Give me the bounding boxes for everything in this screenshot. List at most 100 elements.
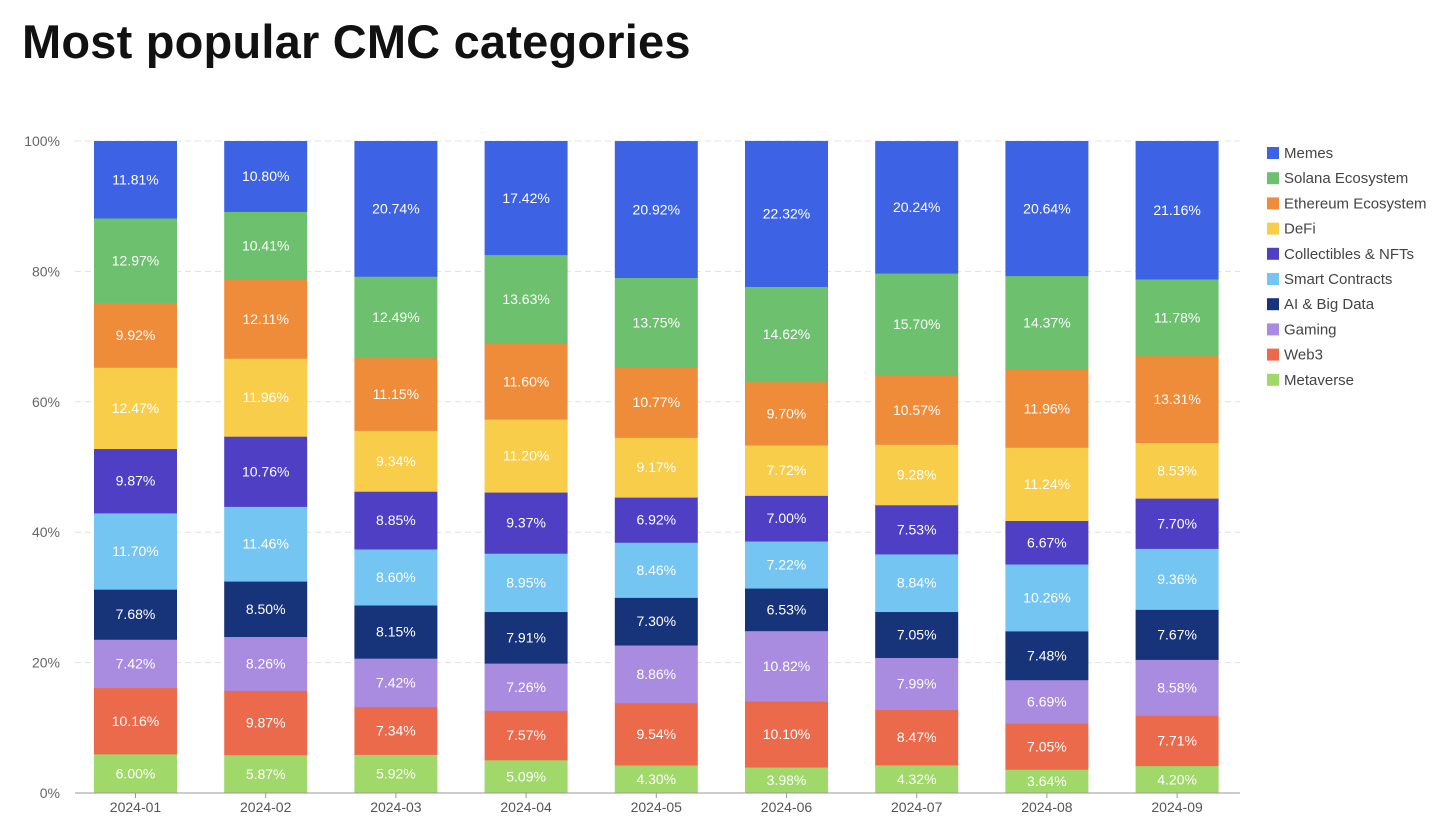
bar-segment[interactable] [94, 218, 177, 304]
bar-segment[interactable] [1005, 679, 1089, 724]
bar-segment[interactable] [1005, 369, 1089, 448]
bar-segment[interactable] [745, 630, 828, 702]
bar-segment[interactable] [1135, 355, 1219, 444]
bar-segment[interactable] [224, 358, 308, 437]
bar-segment[interactable] [484, 254, 568, 344]
bar-segment[interactable] [354, 754, 438, 794]
bar-segment[interactable] [745, 381, 828, 446]
bar-segment[interactable] [745, 445, 828, 496]
bar-segment[interactable] [614, 764, 698, 794]
bar-segment[interactable] [1005, 141, 1089, 277]
bar-segment[interactable] [94, 639, 177, 689]
legend-item[interactable]: Metaverse [1267, 372, 1354, 389]
bar-segment[interactable] [94, 448, 177, 514]
bar-segment[interactable] [484, 663, 568, 711]
bar-segment[interactable] [614, 141, 698, 278]
bar-segment[interactable] [224, 279, 308, 359]
bar-segment[interactable] [94, 141, 177, 219]
bar-segment[interactable] [1005, 723, 1089, 770]
bar-segment[interactable] [875, 504, 959, 555]
bar-segment[interactable] [1135, 278, 1219, 357]
bar-segment[interactable] [1005, 447, 1089, 522]
bar-segment[interactable] [484, 343, 568, 420]
legend-item[interactable]: Collectibles & NFTs [1267, 246, 1414, 263]
bar-segment[interactable] [745, 140, 828, 287]
bar-segment[interactable] [614, 542, 698, 598]
bar-segment[interactable] [94, 367, 177, 450]
bar-segment[interactable] [1135, 659, 1219, 716]
bar-segment[interactable] [745, 588, 828, 632]
bar-segment[interactable] [875, 764, 959, 794]
bar-segment[interactable] [614, 497, 698, 543]
bar-segment[interactable] [614, 367, 698, 438]
bar-segment[interactable] [1135, 498, 1219, 549]
bar-segment[interactable] [224, 436, 308, 507]
bar-segment[interactable] [875, 709, 959, 766]
bar-segment[interactable] [354, 605, 438, 659]
bar-segment[interactable] [224, 141, 308, 212]
bar-segment[interactable] [354, 658, 438, 708]
bar-segment[interactable] [614, 702, 698, 766]
bar-segment[interactable] [745, 701, 828, 768]
bar-segment[interactable] [1005, 564, 1089, 632]
bar-segment[interactable] [94, 512, 177, 590]
bar-segment[interactable] [875, 611, 959, 659]
bar-segment[interactable] [614, 597, 698, 646]
bar-segment[interactable] [875, 657, 959, 711]
bar-segment[interactable] [875, 444, 959, 506]
bar-segment[interactable] [94, 302, 177, 368]
bar-segment[interactable] [354, 491, 438, 550]
bar-segment[interactable] [224, 754, 308, 794]
bar-segment[interactable] [484, 553, 568, 613]
legend-item[interactable]: Gaming [1267, 321, 1337, 338]
bar-segment[interactable] [224, 690, 308, 756]
bar-segment[interactable] [745, 495, 828, 542]
bar-segment[interactable] [875, 141, 959, 274]
bar-segment[interactable] [484, 419, 568, 493]
bar-segment[interactable] [484, 710, 568, 761]
bar-segment[interactable] [614, 277, 698, 368]
bar-segment[interactable] [354, 357, 438, 431]
bar-segment[interactable] [484, 492, 568, 554]
legend[interactable]: Memes Solana Ecosystem Ethereum Ecosystem D… [1267, 145, 1427, 389]
bar-segment[interactable] [875, 375, 959, 445]
bar-segment[interactable] [1135, 609, 1219, 660]
bar-segment[interactable] [745, 541, 828, 589]
bar-segment[interactable] [1005, 630, 1089, 681]
bar-segment[interactable] [875, 553, 959, 613]
bar-segment[interactable] [875, 273, 959, 376]
bar-segment[interactable] [614, 644, 698, 704]
bar-segment[interactable] [224, 211, 308, 280]
legend-item[interactable]: DeFi [1267, 221, 1316, 238]
bar-segment[interactable] [354, 276, 438, 359]
legend-item[interactable]: Memes [1267, 145, 1333, 162]
bar-segment[interactable] [1005, 520, 1089, 565]
bar-segment[interactable] [1135, 442, 1219, 499]
bar-segment[interactable] [94, 687, 177, 755]
bar-segment[interactable] [354, 430, 438, 492]
bar-segment[interactable] [484, 759, 568, 794]
bar-segment[interactable] [1135, 141, 1219, 280]
legend-item[interactable]: Smart Contracts [1267, 271, 1392, 288]
bar-segment[interactable] [1135, 765, 1219, 794]
legend-item[interactable]: Web3 [1267, 347, 1323, 364]
bar-segment[interactable] [614, 437, 698, 498]
bar-segment[interactable] [94, 589, 177, 640]
bar-segment[interactable] [1005, 769, 1089, 794]
bar-segment[interactable] [745, 767, 828, 794]
legend-item[interactable]: Solana Ecosystem [1267, 170, 1408, 187]
bar-segment[interactable] [484, 141, 568, 256]
bar-segment[interactable] [354, 141, 438, 277]
bar-segment[interactable] [484, 611, 568, 664]
legend-item[interactable]: AI & Big Data [1267, 296, 1375, 313]
bar-segment[interactable] [224, 636, 308, 691]
bar-segment[interactable] [745, 286, 828, 383]
bar-segment[interactable] [224, 506, 308, 582]
bar-segment[interactable] [1135, 715, 1219, 767]
legend-item[interactable]: Ethereum Ecosystem [1267, 195, 1427, 212]
bar-segment[interactable] [354, 706, 438, 755]
bar-segment[interactable] [354, 548, 438, 606]
bar-segment[interactable] [1135, 548, 1219, 610]
bar-segment[interactable] [94, 753, 177, 794]
bar-segment[interactable] [1005, 275, 1089, 370]
